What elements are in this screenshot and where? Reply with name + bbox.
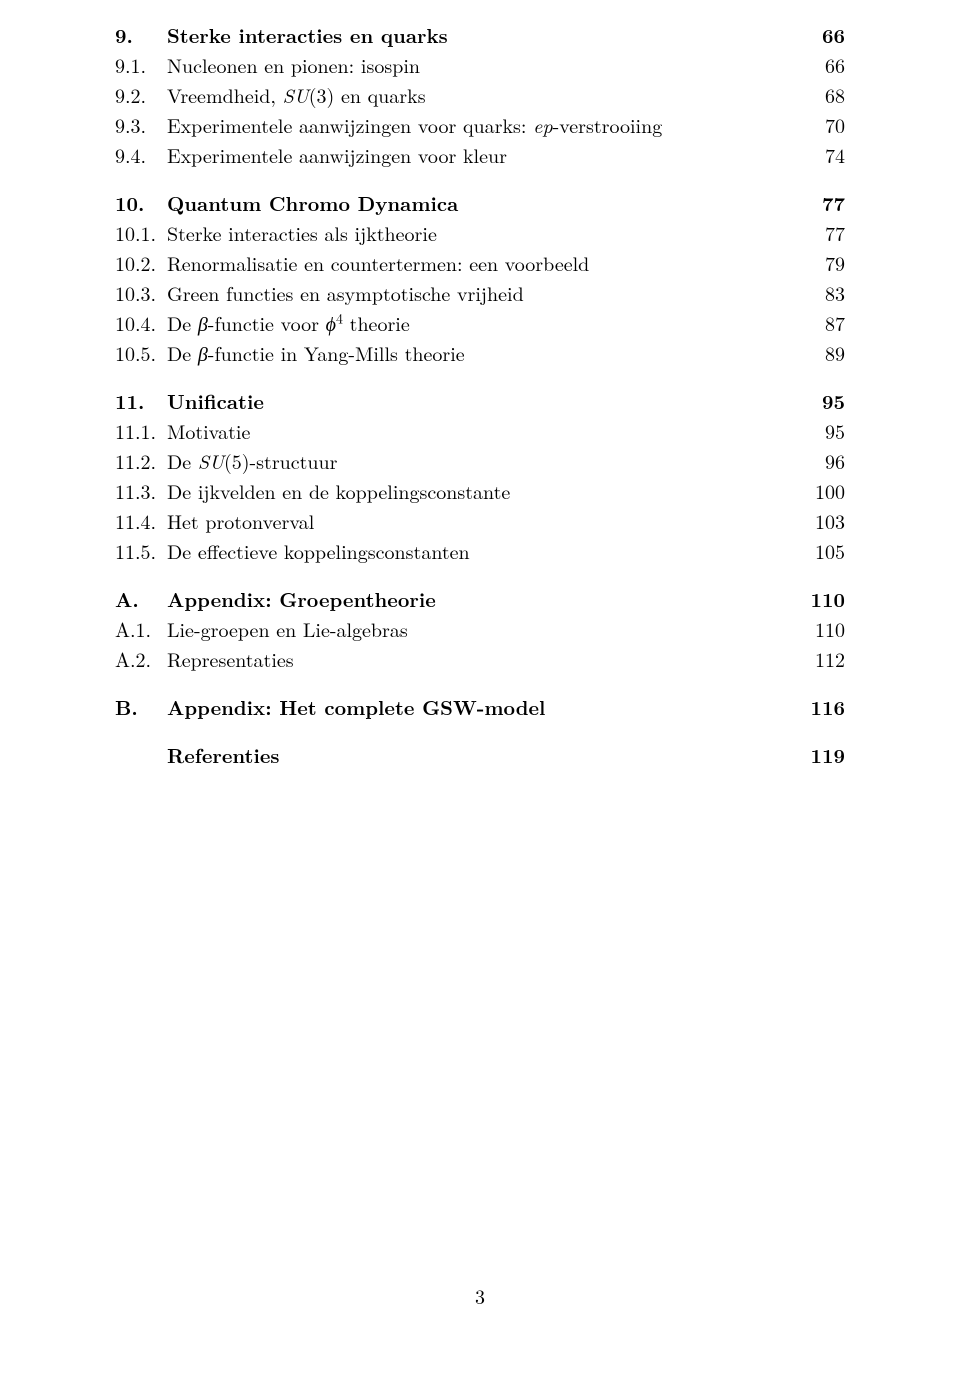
toc-entry-11-2: 11.2. De SU(5)-structuur 96 [115,446,845,476]
toc-page: 103 [815,506,845,536]
toc-heading-11: 11. Unificatie 95 [115,386,845,416]
toc-num: 9.1. [115,50,167,80]
toc-title: De effectieve koppelingsconstanten [167,536,470,566]
toc-entry-10-4: 10.4. De β-functie voor ϕ4 theorie 87 [115,308,845,338]
toc-num: 9.4. [115,140,167,170]
toc-page: 116 [811,692,846,722]
toc-group-a: A. Appendix: Groepentheorie 110 A.1. Lie… [115,584,845,674]
toc-page: 87 [825,308,845,338]
toc-title: Unificatie [167,386,264,416]
toc-entry-11-3: 11.3. De ijkvelden en de koppelingsconst… [115,476,845,506]
toc-page: 77 [825,218,845,248]
toc-title: Quantum Chromo Dynamica [167,188,458,218]
toc-entry-a-1: A.1. Lie-groepen en Lie-algebras 110 [115,614,845,644]
toc-num: 11.5. [115,536,167,566]
toc-title: Experimentele aanwijzingen voor quarks: … [167,110,662,140]
toc-heading-references: Referenties 119 [115,740,845,770]
toc-num: 10.2. [115,248,167,278]
toc-num: 11.3. [115,476,167,506]
toc-group-11: 11. Unificatie 95 11.1. Motivatie 95 11.… [115,386,845,566]
toc-title: De β-functie in Yang-Mills theorie [167,338,465,368]
toc-group-9: 9. Sterke interacties en quarks 66 9.1. … [115,20,845,170]
toc-page: 77 [822,188,845,218]
toc-page: 83 [825,278,845,308]
toc-entry-a-2: A.2. Representaties 112 [115,644,845,674]
toc-num: 10.5. [115,338,167,368]
page-number: 3 [0,1281,960,1310]
toc-entry-9-4: 9.4. Experimentele aanwijzingen voor kle… [115,140,845,170]
toc-title: Het protonverval [167,506,314,536]
toc-page: 66 [822,20,845,50]
toc-entry-10-3: 10.3. Green functies en asymptotische vr… [115,278,845,308]
toc-title: Representaties [167,644,294,674]
toc-entry-9-1: 9.1. Nucleonen en pionen: isospin 66 [115,50,845,80]
toc-entry-11-4: 11.4. Het protonverval 103 [115,506,845,536]
toc-num: 9.3. [115,110,167,140]
toc-page: 79 [825,248,845,278]
toc-title: De SU(5)-structuur [167,446,338,476]
toc-num: A.2. [115,644,167,674]
toc-num: 10.1. [115,218,167,248]
toc-title: Nucleonen en pionen: isospin [167,50,420,80]
toc-num: A. [115,584,167,614]
toc-entry-11-5: 11.5. De effectieve koppelingsconstanten… [115,536,845,566]
toc-title: Green functies en asymptotische vrijheid [167,278,524,308]
toc-page: 66 [825,50,845,80]
toc-page: 112 [815,644,845,674]
toc-entry-9-3: 9.3. Experimentele aanwijzingen voor qua… [115,110,845,140]
toc-page: 96 [825,446,845,476]
toc-num: 10.4. [115,308,167,338]
toc-num: A.1. [115,614,167,644]
toc-title: Renormalisatie en countertermen: een voo… [167,248,589,278]
toc-page: 70 [825,110,845,140]
toc-page: 100 [815,476,845,506]
toc-title: Appendix: Groepentheorie [167,584,436,614]
toc-heading-10: 10. Quantum Chromo Dynamica 77 [115,188,845,218]
toc-title: De β-functie voor ϕ4 theorie [167,308,410,338]
toc-page: 89 [825,338,845,368]
toc-group-10: 10. Quantum Chromo Dynamica 77 10.1. Ste… [115,188,845,368]
toc-entry-11-1: 11.1. Motivatie 95 [115,416,845,446]
toc-heading-b: B. Appendix: Het complete GSW-model 116 [115,692,845,722]
toc-page: 110 [815,614,845,644]
toc-num: 9.2. [115,80,167,110]
toc-heading-9: 9. Sterke interacties en quarks 66 [115,20,845,50]
toc-title: Lie-groepen en Lie-algebras [167,614,408,644]
toc-num: 11.4. [115,506,167,536]
toc-num: B. [115,692,167,722]
toc-title: Sterke interacties als ijktheorie [167,218,437,248]
toc-title: Appendix: Het complete GSW-model [167,692,545,722]
toc-page: 74 [825,140,845,170]
toc-title: Referenties [167,740,279,770]
toc-heading-a: A. Appendix: Groepentheorie 110 [115,584,845,614]
toc-num: 10.3. [115,278,167,308]
toc-entry-10-5: 10.5. De β-functie in Yang-Mills theorie… [115,338,845,368]
toc-group-b: B. Appendix: Het complete GSW-model 116 [115,692,845,722]
toc-num: 9. [115,20,167,50]
toc-group-references: Referenties 119 [115,740,845,770]
toc-entry-10-1: 10.1. Sterke interacties als ijktheorie … [115,218,845,248]
toc-page: 110 [811,584,846,614]
toc-title: Motivatie [167,416,250,446]
toc-num: 11. [115,386,167,416]
toc-page: 95 [825,416,845,446]
toc-title: Vreemdheid, SU(3) en quarks [167,80,426,110]
toc-num: 11.1. [115,416,167,446]
toc-num: 11.2. [115,446,167,476]
toc-title: De ijkvelden en de koppelingsconstante [167,476,510,506]
toc-title: Experimentele aanwijzingen voor kleur [167,140,507,170]
toc-entry-9-2: 9.2. Vreemdheid, SU(3) en quarks 68 [115,80,845,110]
toc-page: 95 [822,386,845,416]
toc-title: Sterke interacties en quarks [167,20,448,50]
toc-page: 119 [811,740,846,770]
toc-num: 10. [115,188,167,218]
toc-page: 68 [825,80,845,110]
toc-page: 105 [815,536,845,566]
toc-entry-10-2: 10.2. Renormalisatie en countertermen: e… [115,248,845,278]
